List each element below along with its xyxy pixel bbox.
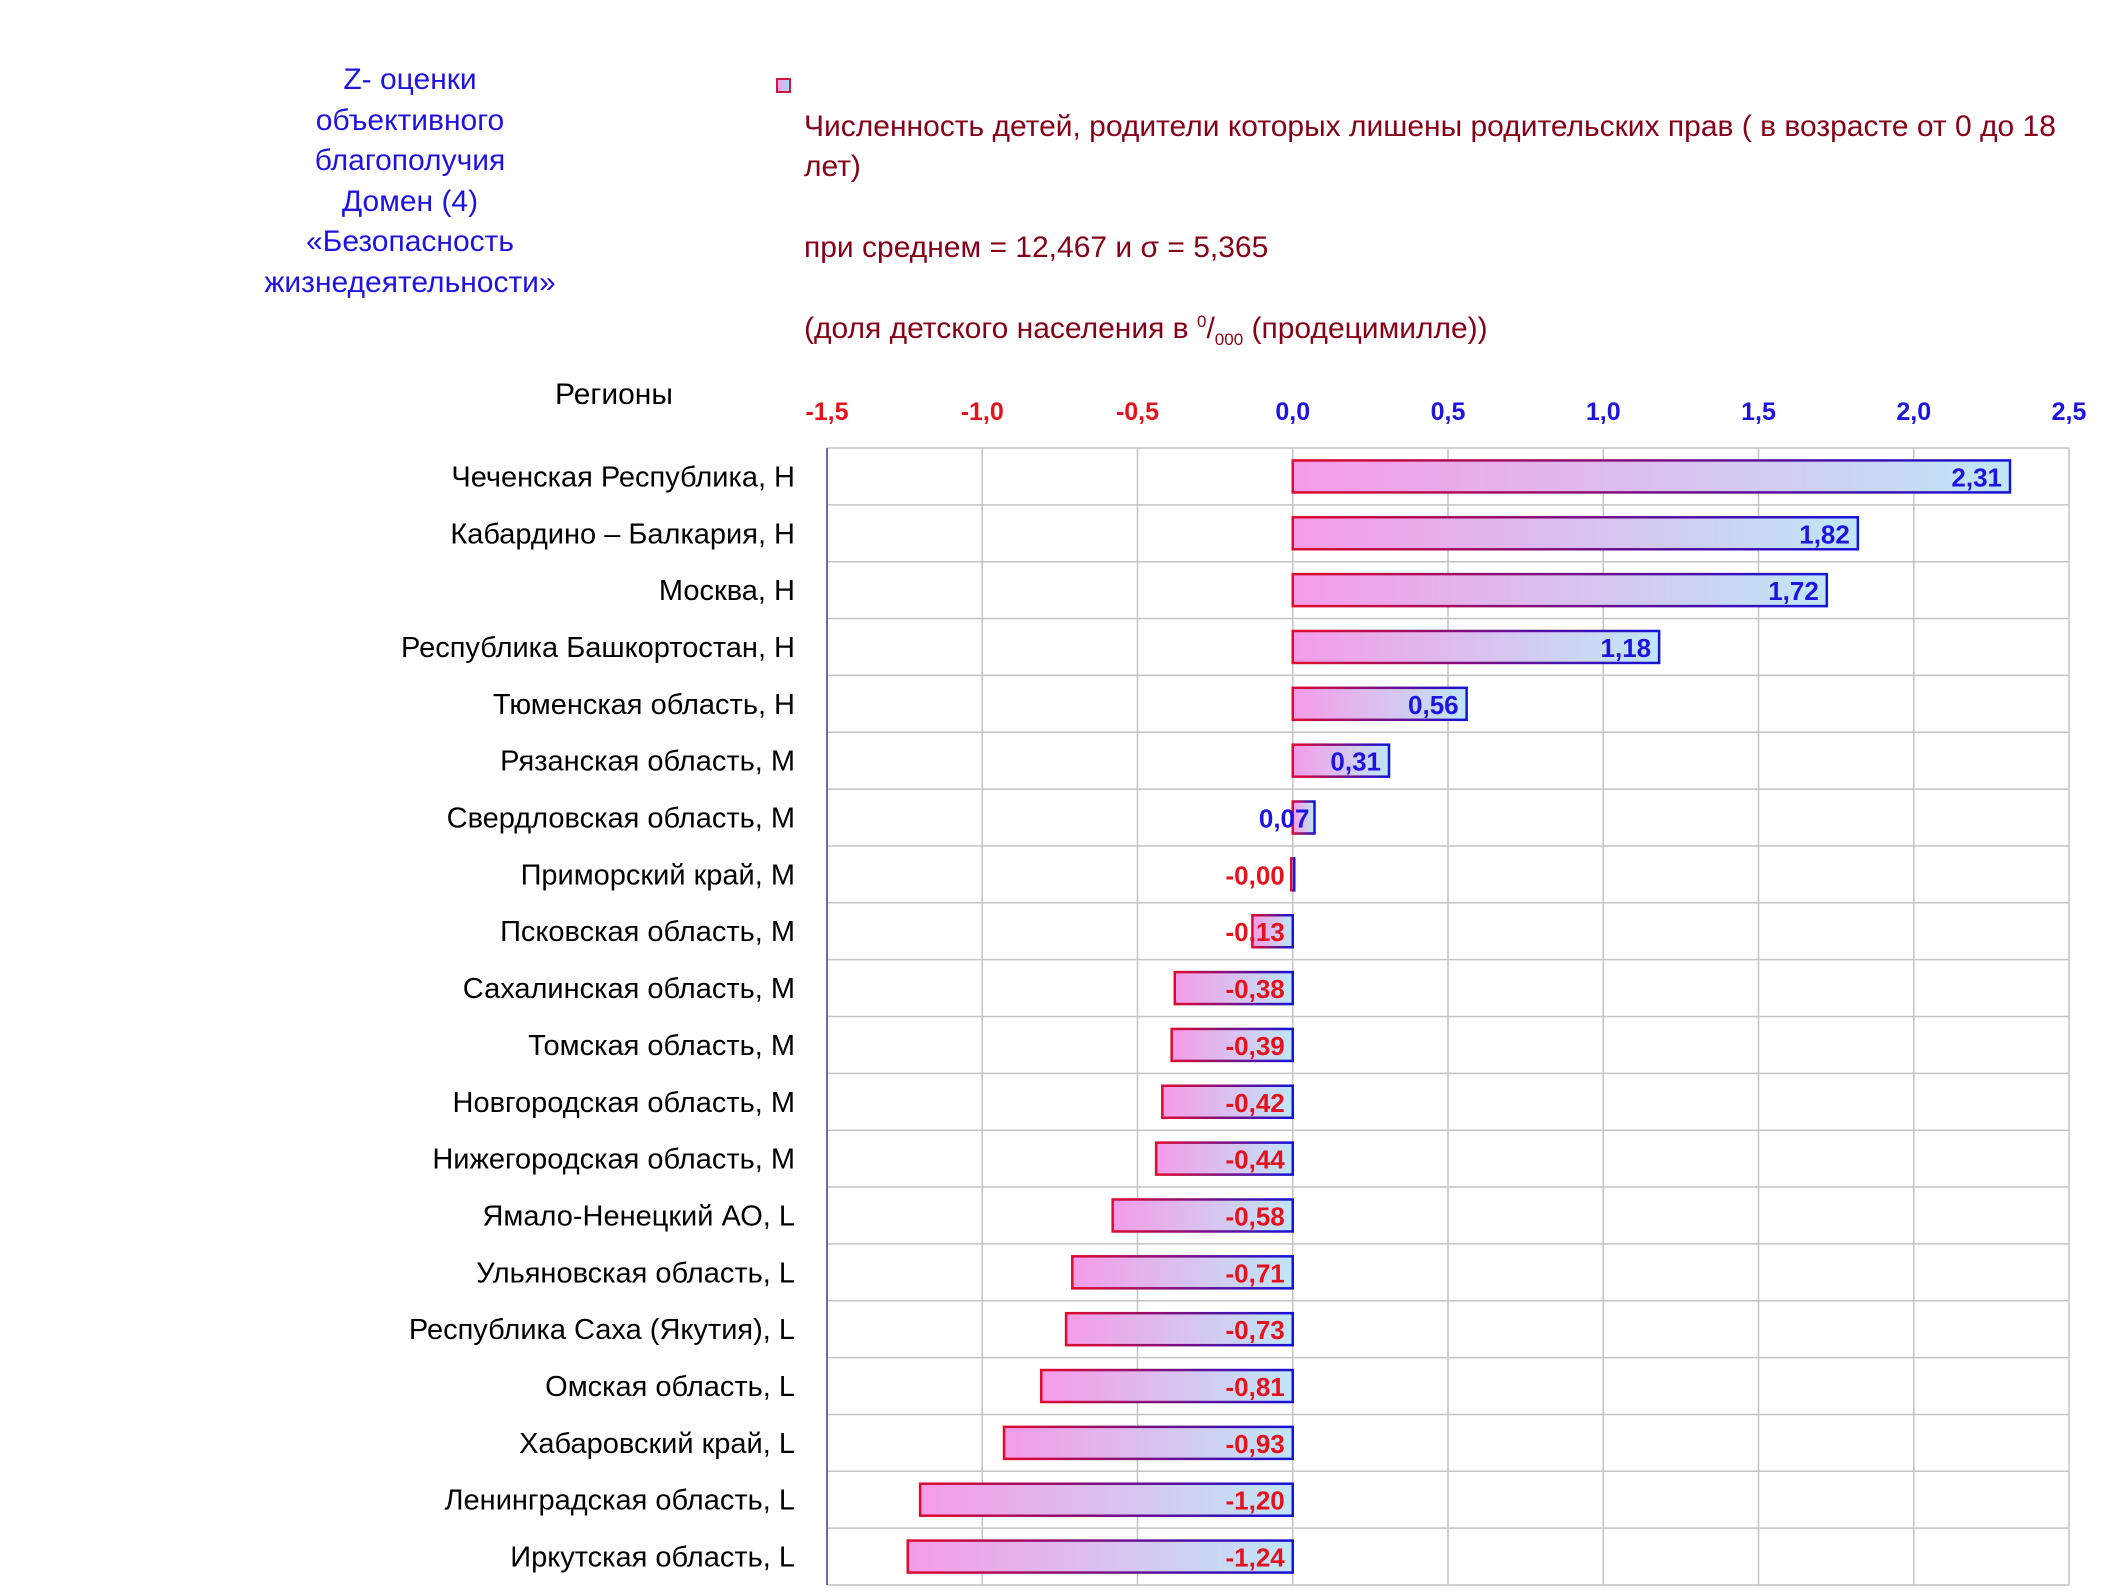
bar-value-label: -0,42 <box>1225 1088 1284 1118</box>
bar-value-label: -1,24 <box>1225 1543 1285 1573</box>
x-tick-label: 1,0 <box>1586 398 1621 426</box>
legend-units: (доля детского населения в 0/000 (продец… <box>804 309 2114 350</box>
x-tick-label: -0,5 <box>1116 398 1159 426</box>
x-tick-label: 2,5 <box>2052 398 2087 426</box>
legend-text: Численность детей, родители которых лише… <box>804 66 2114 390</box>
bar <box>1291 516 1860 551</box>
y-axis-label: Регионы <box>555 378 673 411</box>
category-label: Республика Башкортостан, H <box>401 632 795 664</box>
x-tick-label: -1,5 <box>805 398 848 426</box>
bar-value-label: 1,18 <box>1601 633 1652 663</box>
bar <box>1251 913 1295 949</box>
bar <box>1290 857 1296 892</box>
x-tick-label: 1,5 <box>1741 398 1776 426</box>
bar-value-label: -0,38 <box>1225 974 1284 1004</box>
bar-value-label: -0,73 <box>1225 1315 1284 1345</box>
legend-stats: при среднем = 12,467 и σ = 5,365 <box>804 231 1269 264</box>
bar <box>1291 800 1316 835</box>
category-label: Москва, H <box>659 575 795 607</box>
category-label: Сахалинская область, M <box>463 973 795 1005</box>
x-tick-label: -1,0 <box>961 398 1004 426</box>
bar-value-label: -0,44 <box>1225 1145 1285 1175</box>
bar-value-label: 0,07 <box>1259 804 1310 834</box>
bar <box>906 1539 1294 1574</box>
chart-title: Z- оценки объективного благополучия Доме… <box>264 63 556 299</box>
category-label: Иркутская область, L <box>510 1542 795 1574</box>
bar <box>1291 629 1661 665</box>
legend-series-name: Численность детей, родители которых лише… <box>804 109 2056 184</box>
category-label: Республика Саха (Якутия), L <box>409 1314 795 1346</box>
bar-value-label: -0,93 <box>1225 1429 1284 1459</box>
bar-value-label: 0,56 <box>1408 690 1459 720</box>
category-label: Ямало-Ненецкий АО, L <box>482 1200 795 1232</box>
category-label: Новгородская область, M <box>453 1087 795 1119</box>
bar-value-label: -1,20 <box>1225 1486 1284 1516</box>
bar <box>1154 1141 1294 1176</box>
bar-value-label: -0,13 <box>1225 917 1284 947</box>
legend-units-slash: / <box>1206 312 1215 345</box>
category-label: Ленинградская область, L <box>445 1485 795 1517</box>
bar-value-label: -0,39 <box>1225 1031 1284 1061</box>
category-label: Томская область, M <box>528 1030 795 1062</box>
bar-value-label: -0,00 <box>1225 860 1284 890</box>
bar <box>1170 1027 1295 1063</box>
legend-units-before: (доля детского населения в <box>804 312 1197 345</box>
legend-swatch <box>776 78 791 93</box>
category-label: Приморский край, M <box>521 859 795 891</box>
bar-value-label: -0,81 <box>1225 1372 1284 1402</box>
category-label: Ульяновская область, L <box>476 1257 795 1289</box>
category-label: Омская область, L <box>545 1371 795 1403</box>
bar <box>1064 1311 1294 1347</box>
bar <box>1291 686 1468 722</box>
category-label: Нижегородская область, M <box>432 1144 795 1176</box>
bar <box>1002 1425 1294 1461</box>
x-tick-label: 0,5 <box>1431 398 1466 426</box>
bar <box>1071 1255 1295 1290</box>
category-label: Кабардино – Балкария, H <box>450 518 795 550</box>
bar <box>1291 459 2012 494</box>
bar-value-label: 1,82 <box>1799 519 1850 549</box>
bar-value-label: -0,58 <box>1225 1201 1284 1231</box>
category-label: Чеченская Республика, H <box>451 461 795 493</box>
bar <box>1161 1084 1294 1120</box>
x-tick-label: 2,0 <box>1896 398 1931 426</box>
category-label: Рязанская область, M <box>500 746 795 778</box>
bar <box>1173 970 1295 1006</box>
bar <box>1039 1368 1294 1404</box>
bar <box>1291 572 1829 608</box>
legend-units-sup: 0 <box>1196 312 1207 331</box>
bar-value-label: 2,31 <box>1951 462 2002 492</box>
x-tick-label: 0,0 <box>1275 398 1310 426</box>
bar <box>1291 743 1391 778</box>
bar <box>1111 1198 1295 1233</box>
legend-units-after: (продецимилле)) <box>1243 312 1488 345</box>
bar-value-label: 0,31 <box>1330 747 1381 777</box>
category-label: Свердловская область, M <box>447 803 795 835</box>
bar-value-label: 1,72 <box>1768 576 1819 606</box>
legend-units-sub: 000 <box>1214 330 1244 349</box>
category-label: Тюменская область, H <box>493 689 795 721</box>
category-label: Хабаровский край, L <box>519 1428 795 1460</box>
bar-value-label: -0,71 <box>1225 1258 1284 1288</box>
bar <box>918 1482 1295 1517</box>
category-label: Псковская область, M <box>500 916 795 948</box>
